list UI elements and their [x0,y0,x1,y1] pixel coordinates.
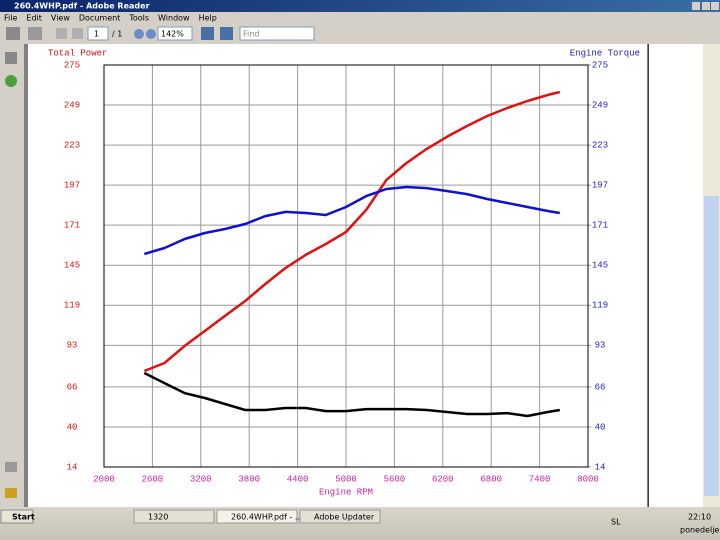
task-button[interactable] [133,509,215,524]
chart: Total Power Engine Torque Engine RPM 200… [48,48,640,497]
plot-frame [103,64,589,468]
attachments-tab[interactable] [5,462,17,472]
menu-item[interactable]: File [4,14,17,23]
zoom-in[interactable] [146,29,156,39]
x-tick-label: 5600 [384,474,406,484]
series-line [143,90,561,373]
y2-axis-title: Engine Torque [570,48,640,58]
find-placeholder: Find [243,30,259,39]
tray-language: SL [611,518,621,527]
x-tick-label: 3200 [190,474,212,484]
page-number: 1 [94,30,99,39]
y-tick-label: 119 [64,301,80,311]
y2-tick-label: 66 [595,382,606,392]
y2-tick-label: 40 [595,422,606,432]
y-tick-label: 171 [64,221,80,231]
page-margin [649,44,703,507]
y-tick-label: 66 [67,382,78,392]
search-button[interactable] [28,27,42,40]
x-tick-label: 2000 [93,474,115,484]
x-tick-label: 6200 [432,474,454,484]
scroll-thumb[interactable] [704,196,719,496]
series-line [143,185,561,256]
y-tick-label: 197 [64,181,80,191]
y2-tick-label: 171 [592,221,608,231]
find-field[interactable] [239,26,315,41]
y-tick-label: 249 [64,100,80,110]
y2-tick-label: 197 [592,181,608,191]
pages-tab[interactable] [5,52,17,64]
clock: 22:10 [688,513,711,522]
start-button[interactable] [0,509,34,524]
x-tick-label: 6800 [480,474,502,484]
window-title: 260.4WHP.pdf - Adobe Reader [14,2,150,11]
menu-item[interactable]: Window [158,14,190,23]
zoom-out[interactable] [134,29,144,39]
y2-tick-label: 249 [592,100,608,110]
prev-page[interactable] [56,28,67,39]
menu-item[interactable]: View [51,14,70,23]
x-tick-label: 7400 [529,474,551,484]
pdf-page [28,44,648,507]
y-axis-title: Total Power [48,48,107,58]
task-button[interactable] [216,509,298,524]
menu-item[interactable]: Help [199,14,217,23]
x-tick-label: 5000 [335,474,357,484]
y2-tick-label: 14 [595,462,606,472]
y2-tick-label: 223 [592,140,608,150]
close-button[interactable] [711,2,719,10]
y-tick-label: 145 [64,261,80,271]
y-tick-label: 40 [67,422,78,432]
task-label: Adobe Updater [314,513,375,522]
x-tick-label: 2600 [142,474,164,484]
fit-width[interactable] [220,27,233,40]
y-tick-label: 14 [67,462,78,472]
y-tick-label: 223 [64,140,80,150]
y2-tick-label: 119 [592,301,608,311]
fit-page[interactable] [201,27,214,40]
zoom-field[interactable] [157,26,193,41]
y2-tick-label: 93 [595,341,606,351]
menu-item[interactable]: Document [79,14,120,23]
y2-tick-label: 145 [592,261,608,271]
menu-item[interactable]: Edit [26,14,42,23]
start-label: Start [12,513,35,522]
zoom-value: 142% [161,30,184,39]
help-tab[interactable] [5,75,17,87]
page-field[interactable] [87,26,109,41]
series-line [143,371,561,418]
task-label: 260.4WHP.pdf - ... [231,513,303,522]
print-button[interactable] [6,27,20,40]
x-tick-label: 4400 [287,474,309,484]
y2-tick-label: 275 [592,60,608,70]
title-bar [0,0,720,12]
day: ponedeljek [680,526,720,535]
menu-bar [0,12,720,24]
menu-item[interactable]: Tools [128,14,149,23]
y-tick-label: 93 [67,341,78,351]
comments-tab[interactable] [5,488,17,498]
minimize-button[interactable] [692,2,700,10]
nav-pane [0,44,24,507]
x-axis-title: Engine RPM [319,487,373,497]
task-button[interactable] [299,509,381,524]
x-tick-label: 3800 [238,474,260,484]
page-count: / 1 [112,30,122,39]
y-tick-label: 275 [64,60,80,70]
x-tick-label: 8000 [577,474,599,484]
task-label: 1320 [148,513,168,522]
next-page[interactable] [72,28,83,39]
maximize-button[interactable] [702,2,710,10]
